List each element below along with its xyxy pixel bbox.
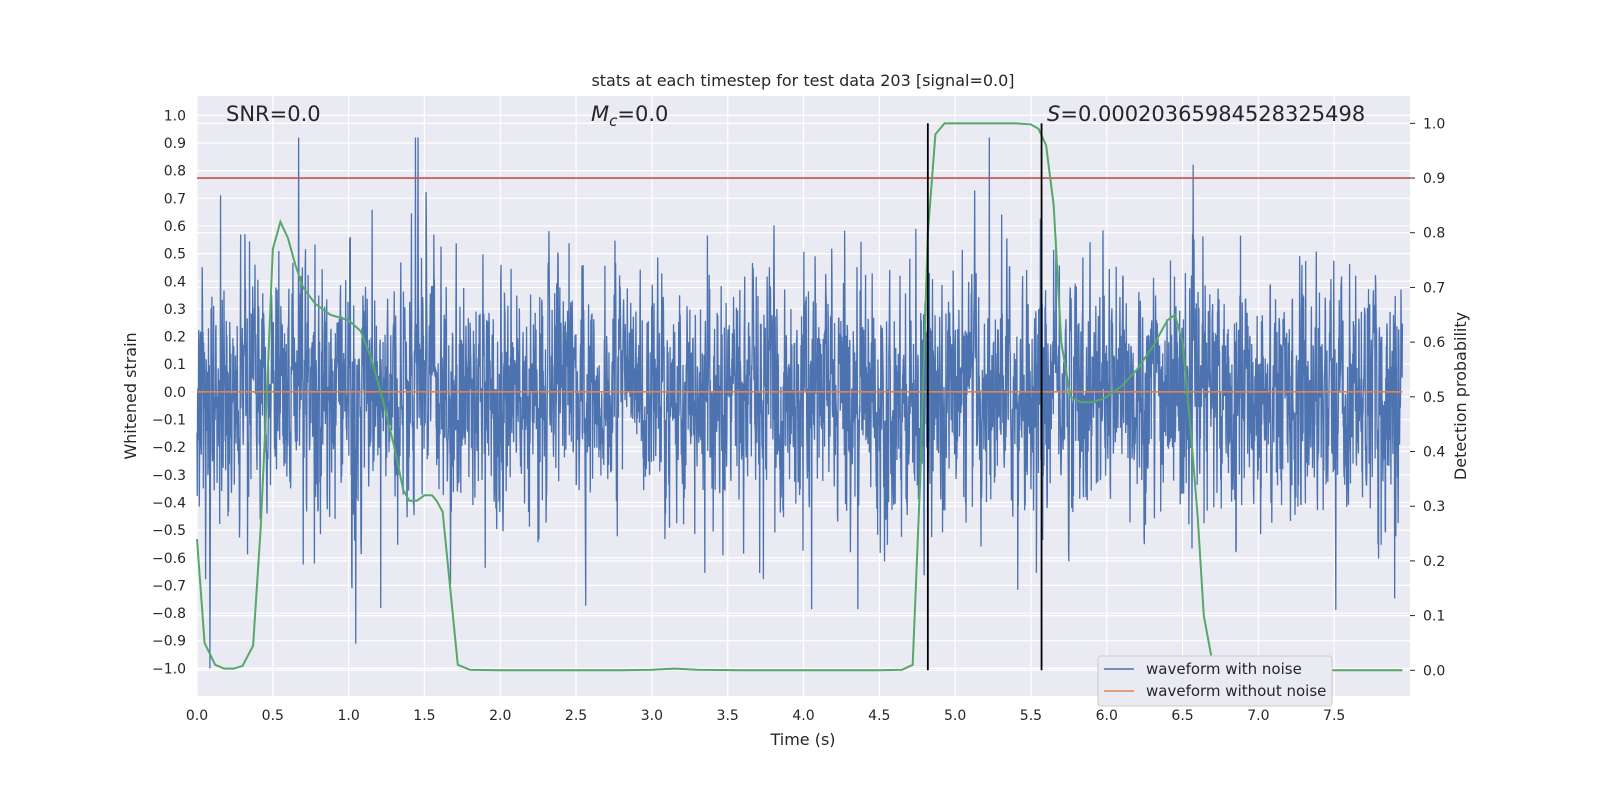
y-tick-label-right: 0.2: [1423, 554, 1445, 570]
x-tick-label: 5.0: [944, 708, 966, 724]
y-tick-label-right: 0.1: [1423, 609, 1445, 625]
x-tick-label: 1.5: [413, 708, 435, 724]
y-axis-right-title: Detection probability: [1451, 312, 1470, 480]
y-tick-label-left: 0.7: [164, 191, 186, 207]
y-tick-label-left: −0.8: [152, 606, 186, 622]
y-tick-label-left: 0.2: [164, 330, 186, 346]
x-tick-label: 0.5: [262, 708, 284, 724]
y-ticks-right: 1.0 0.9 0.8 0.7 0.6 0.5 0.4 0.3 0.2 0.1 0.0: [1410, 116, 1445, 679]
y-tick-label-left: 0.8: [164, 164, 186, 180]
x-ticks: 0.0 0.5 1.0 1.5 2.0 2.5 3.0 3.5 4.0 4.5 5.0 5.5 6.0 6…: [186, 708, 1345, 724]
noise-waveform: [196, 137, 1404, 669]
x-tick-label: 7.5: [1323, 708, 1345, 724]
x-tick-label: 3.5: [717, 708, 739, 724]
y-tick-label-left: 1.0: [164, 108, 186, 124]
y-tick-label-right: 0.6: [1423, 335, 1445, 351]
y-tick-label-right: 0.7: [1423, 280, 1445, 296]
x-tick-label: 2.0: [489, 708, 511, 724]
y-tick-label-left: −0.1: [152, 413, 186, 429]
snr-annotation: SNR=0.0: [226, 102, 321, 126]
y-tick-label-left: 0.6: [164, 219, 186, 235]
y-tick-label-right: 0.5: [1423, 390, 1445, 406]
x-tick-label: 2.5: [565, 708, 587, 724]
chart-title: stats at each timestep for test data 203…: [591, 71, 1014, 90]
legend: waveform with noise waveform without noi…: [1097, 655, 1333, 707]
mc-annotation: Mc=0.0: [591, 102, 668, 130]
y-ticks-left: 1.0 0.9 0.8 0.7 0.6 0.5 0.4 0.3 0.2 0.1 0.0 −0.1 −0.…: [152, 108, 186, 677]
y-tick-label-left: −0.2: [152, 440, 186, 456]
noise-waveform-line: [196, 137, 1404, 669]
x-tick-label: 3.0: [641, 708, 663, 724]
y-tick-label-right: 0.8: [1423, 226, 1445, 242]
y-tick-label-left: −0.4: [152, 495, 186, 511]
y-tick-label-left: −0.5: [152, 523, 186, 539]
y-tick-label-right: 1.0: [1423, 116, 1445, 132]
y-tick-label-right: 0.0: [1423, 663, 1445, 679]
y-tick-label-left: 0.3: [164, 302, 186, 318]
y-axis-left-title: Whitened strain: [121, 332, 140, 459]
x-tick-label: 5.5: [1020, 708, 1042, 724]
probability-curve-line: [196, 122, 1403, 672]
y-tick-label-left: −0.7: [152, 578, 186, 594]
legend-label-noise: waveform with noise: [1146, 660, 1302, 678]
y-tick-label-left: 0.0: [164, 385, 186, 401]
y-tick-label-left: 0.4: [164, 274, 186, 290]
y-tick-label-right: 0.9: [1423, 171, 1445, 187]
y-tick-label-left: −0.9: [152, 634, 186, 650]
x-tick-label: 0.0: [186, 708, 208, 724]
y-tick-label-left: −0.3: [152, 468, 186, 484]
x-tick-label: 6.0: [1096, 708, 1118, 724]
x-tick-label: 4.5: [868, 708, 890, 724]
x-tick-label: 1.0: [337, 708, 359, 724]
s-annotation: S=0.00020365984528325498: [1047, 102, 1365, 126]
x-tick-label: 4.0: [792, 708, 814, 724]
x-tick-label: 6.5: [1171, 708, 1193, 724]
y-tick-label-left: −0.6: [152, 551, 186, 567]
y-tick-label-left: 0.9: [164, 136, 186, 152]
legend-box: [1097, 655, 1333, 707]
y-tick-label-right: 0.3: [1423, 499, 1445, 515]
y-tick-label-left: −1.0: [152, 661, 186, 677]
x-axis-title: Time (s): [769, 730, 835, 749]
probability-curve: [196, 122, 1403, 672]
marker-lines: [926, 123, 1043, 671]
legend-label-clean: waveform without noise: [1146, 682, 1326, 700]
y-tick-label-left: 0.1: [164, 357, 186, 373]
y-tick-label-left: 0.5: [164, 247, 186, 263]
y-tick-label-right: 0.4: [1423, 445, 1445, 461]
x-tick-label: 7.0: [1247, 708, 1269, 724]
